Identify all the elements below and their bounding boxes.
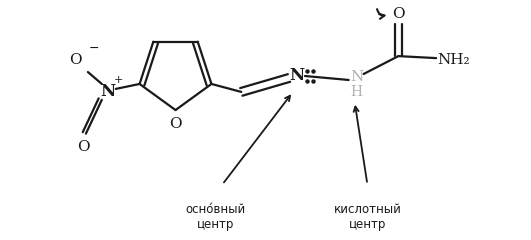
- Text: O: O: [392, 7, 405, 21]
- FancyArrowPatch shape: [354, 107, 367, 182]
- Text: O: O: [169, 117, 182, 131]
- Text: кислотный
центр: кислотный центр: [333, 203, 401, 230]
- Text: O: O: [78, 140, 90, 154]
- Text: N: N: [289, 66, 304, 84]
- Text: NH₂: NH₂: [438, 53, 470, 67]
- Text: N: N: [350, 70, 363, 84]
- Text: осно́вный
центр: осно́вный центр: [185, 203, 245, 230]
- Text: H: H: [350, 85, 363, 99]
- Text: N: N: [100, 84, 115, 100]
- Text: +: +: [114, 75, 123, 85]
- FancyArrowPatch shape: [224, 96, 290, 182]
- FancyArrowPatch shape: [377, 9, 384, 19]
- Text: O: O: [68, 53, 81, 67]
- Text: −: −: [89, 42, 99, 55]
